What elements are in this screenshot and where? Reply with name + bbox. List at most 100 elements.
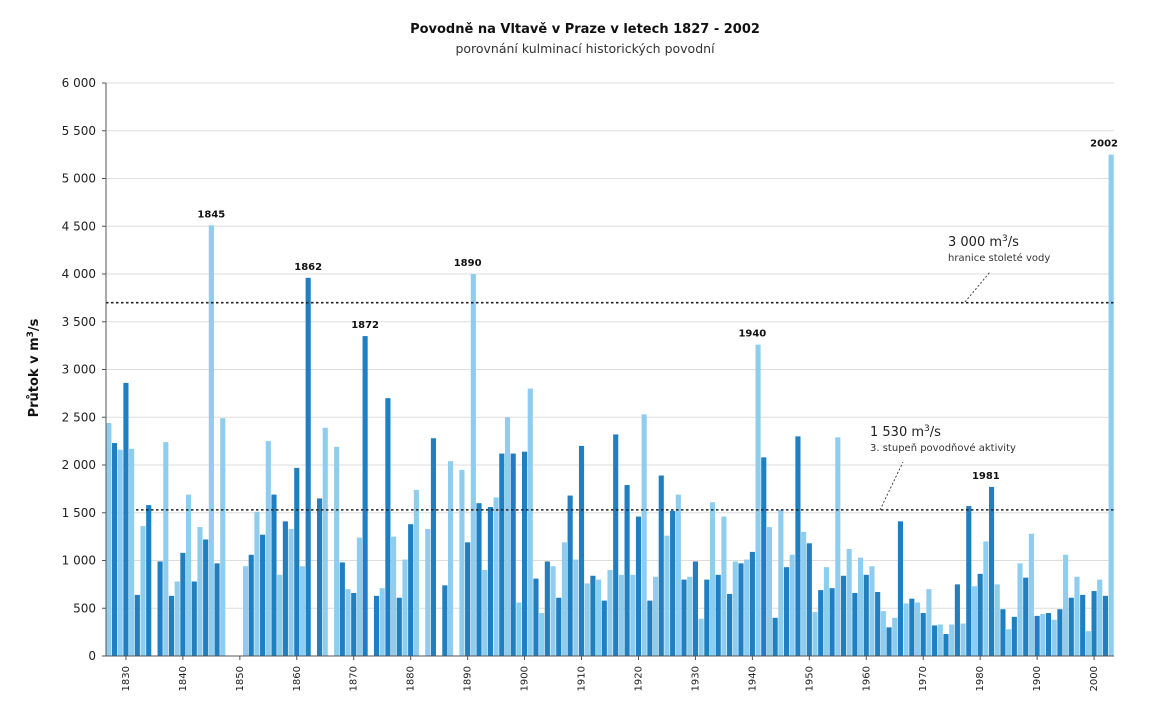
bar (960, 623, 966, 656)
bar (1057, 609, 1063, 656)
x-tick-label: 1880 (406, 666, 417, 691)
y-tick-label: 3 500 (62, 315, 96, 329)
bar (1051, 619, 1057, 656)
bar (932, 625, 938, 656)
bar (413, 489, 419, 656)
bar (988, 486, 995, 656)
bar (709, 502, 716, 656)
bar (129, 448, 135, 656)
bar (1028, 533, 1034, 656)
bar (687, 576, 693, 656)
chart-subtitle: porovnání kulminací historických povodní (455, 41, 715, 56)
bar (1068, 597, 1074, 656)
bar (949, 624, 955, 656)
bar (316, 498, 323, 656)
y-tick-label: 2 000 (62, 458, 96, 472)
bar (260, 534, 266, 656)
x-tick-label: 1830 (121, 666, 132, 691)
bar (345, 589, 351, 656)
bar (1006, 629, 1012, 656)
bar (556, 597, 562, 656)
bar (442, 585, 448, 656)
bar (783, 567, 790, 656)
y-axis-label-sup: 3 (26, 331, 36, 337)
bar (607, 570, 613, 656)
peak-year-label: 2002 (1090, 139, 1118, 150)
bar (772, 617, 778, 656)
bar (875, 592, 881, 656)
bar (447, 461, 454, 656)
bar (168, 595, 175, 656)
bar (818, 590, 824, 656)
reference-desc-label: hranice stoleté vody (948, 252, 1050, 264)
peak-year-label: 1890 (454, 258, 482, 269)
y-tick-label: 2 500 (62, 410, 96, 424)
bar (744, 559, 750, 656)
x-tick-label: 1840 (178, 666, 189, 691)
peak-year-label: 1981 (972, 471, 1000, 482)
bar (635, 516, 642, 656)
x-tick-label: 1900 (1032, 666, 1043, 691)
bar (578, 445, 585, 656)
bar (1045, 613, 1052, 656)
bar (465, 542, 471, 656)
bar (749, 551, 755, 656)
bar (886, 627, 892, 656)
bar (630, 574, 636, 656)
bar (852, 592, 858, 656)
bar (186, 494, 192, 656)
x-tick-label: 1870 (349, 666, 360, 691)
bar (704, 579, 710, 656)
bar (652, 576, 659, 656)
y-axis-label-main: Průtok v m (27, 337, 42, 417)
bar (1080, 594, 1086, 656)
bar (242, 566, 249, 656)
bar (755, 344, 761, 656)
bar (425, 528, 431, 656)
bar (601, 600, 607, 656)
bar (111, 443, 118, 656)
bar (430, 438, 437, 656)
bar (248, 554, 254, 656)
bar (533, 578, 539, 656)
bar (858, 557, 864, 656)
bar (715, 574, 721, 656)
bar (801, 531, 807, 656)
bar (163, 442, 169, 656)
bar (914, 602, 921, 656)
bar (146, 505, 152, 656)
bar (220, 418, 226, 656)
bar (880, 611, 886, 656)
x-tick-label: 1930 (690, 666, 701, 691)
bar (561, 542, 568, 656)
bar (675, 494, 681, 656)
x-tick-label: 1950 (804, 666, 815, 691)
bar (613, 434, 619, 656)
bar (391, 536, 397, 656)
x-tick-label: 1980 (975, 666, 986, 691)
bar (863, 574, 869, 656)
bar (356, 537, 362, 656)
bar (692, 561, 698, 656)
bar (254, 511, 260, 656)
bar (840, 575, 847, 656)
x-tick-label: 1860 (292, 666, 303, 691)
x-tick-label: 1910 (577, 666, 588, 691)
bar (516, 602, 522, 656)
bar (920, 613, 926, 656)
bar (1085, 631, 1091, 656)
bar (493, 497, 499, 656)
y-tick-label: 0 (88, 649, 96, 663)
title-block: Povodně na Vltavě v Praze v letech 1827 … (0, 22, 1170, 56)
bar (379, 588, 385, 656)
peak-year-label: 1862 (294, 262, 322, 273)
bar (197, 527, 203, 656)
y-axis-label-end: /s (27, 318, 42, 331)
bar (1034, 615, 1040, 656)
x-tick-label: 1970 (918, 666, 929, 691)
bar (812, 612, 818, 656)
bar (334, 446, 340, 656)
reference-pointer (879, 461, 904, 511)
bar (937, 624, 943, 656)
bar (698, 618, 704, 656)
